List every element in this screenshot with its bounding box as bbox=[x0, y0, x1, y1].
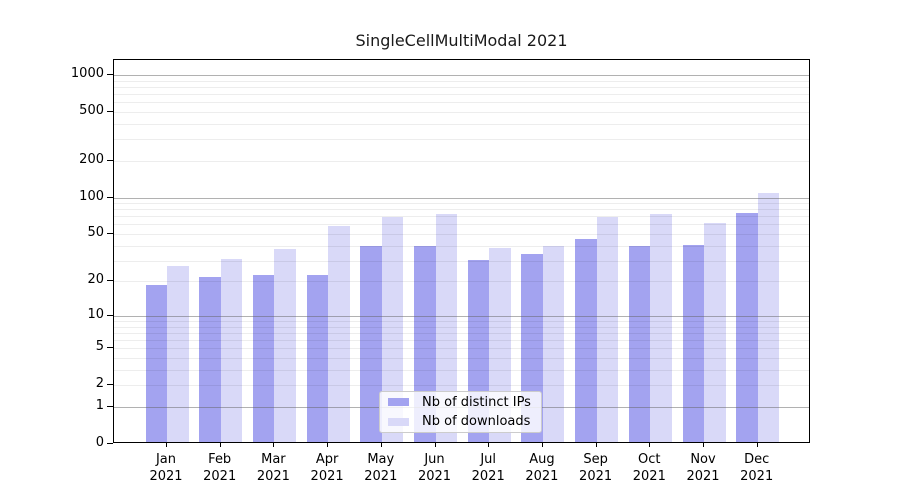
y-tick-mark-2 bbox=[107, 384, 113, 386]
legend: Nb of distinct IPs Nb of downloads bbox=[379, 391, 542, 433]
bar-ips-feb-2021 bbox=[199, 276, 221, 442]
bar-downloads-apr-2021 bbox=[328, 226, 350, 442]
y-tick-label-50: 50 bbox=[87, 225, 104, 240]
y-tick-label-10: 10 bbox=[87, 306, 104, 322]
bar-ips-sep-2021 bbox=[575, 238, 597, 442]
bar-downloads-mar-2021 bbox=[274, 249, 296, 442]
legend-label-downloads: Nb of downloads bbox=[422, 414, 531, 430]
x-tick-label-mar: Mar 2021 bbox=[256, 452, 290, 484]
x-tick-mark-may bbox=[380, 443, 382, 447]
y-tick-mark-0 bbox=[107, 443, 113, 444]
x-tick-label-may: May 2021 bbox=[364, 452, 398, 484]
chart-title: SingleCellMultiModal 2021 bbox=[355, 31, 568, 50]
legend-item-downloads: Nb of downloads bbox=[388, 414, 533, 431]
x-tick-label-dec: Dec 2021 bbox=[740, 452, 774, 484]
x-tick-label-feb: Feb 2021 bbox=[203, 452, 237, 484]
y-tick-mark-200 bbox=[107, 159, 113, 161]
y-tick-mark-100 bbox=[107, 196, 113, 198]
plot-area bbox=[113, 59, 810, 443]
bar-downloads-sep-2021 bbox=[596, 217, 619, 442]
bar-ips-nov-2021 bbox=[682, 244, 704, 442]
x-tick-label-apr: Apr 2021 bbox=[310, 452, 344, 484]
y-tick-label-1: 1 bbox=[95, 398, 104, 413]
legend-item-distinct-ips: Nb of distinct IPs bbox=[388, 394, 533, 411]
y-tick-mark-20 bbox=[107, 280, 113, 282]
legend-label-ips: Nb of distinct IPs bbox=[422, 394, 531, 410]
bar-downloads-oct-2021 bbox=[650, 213, 672, 442]
x-tick-label-sep: Sep 2021 bbox=[579, 452, 613, 484]
x-tick-mark-aug bbox=[541, 443, 543, 447]
bar-downloads-may-2021 bbox=[381, 217, 404, 442]
legend-swatch-downloads bbox=[388, 417, 409, 426]
x-tick-mark-nov bbox=[703, 443, 704, 447]
x-tick-mark-jan bbox=[166, 443, 167, 447]
bar-ips-apr-2021 bbox=[306, 274, 329, 442]
bar-downloads-nov-2021 bbox=[704, 223, 726, 442]
y-tick-mark-50 bbox=[107, 233, 113, 234]
y-tick-label-200: 200 bbox=[79, 151, 104, 167]
x-tick-mark-jul bbox=[488, 443, 490, 447]
y-tick-label-2: 2 bbox=[95, 376, 104, 392]
y-tick-label-5: 5 bbox=[95, 339, 104, 355]
bars-layer bbox=[114, 60, 809, 442]
bar-downloads-jan-2021 bbox=[167, 265, 189, 442]
legend-swatch-ips bbox=[388, 398, 409, 407]
bar-downloads-aug-2021 bbox=[542, 246, 565, 442]
x-tick-label-jan: Jan 2021 bbox=[149, 452, 183, 484]
bar-ips-may-2021 bbox=[360, 246, 382, 442]
y-tick-mark-1 bbox=[107, 406, 113, 407]
y-tick-mark-5 bbox=[107, 347, 113, 349]
y-tick-mark-1000 bbox=[107, 73, 113, 75]
bar-downloads-jun-2021 bbox=[435, 213, 457, 442]
bar-ips-oct-2021 bbox=[628, 246, 651, 442]
y-tick-label-1000: 1000 bbox=[70, 65, 104, 81]
x-tick-mark-mar bbox=[273, 443, 275, 447]
bar-downloads-dec-2021 bbox=[757, 193, 780, 442]
x-tick-mark-dec bbox=[756, 443, 758, 447]
x-tick-label-nov: Nov 2021 bbox=[686, 452, 720, 484]
x-tick-mark-jun bbox=[434, 443, 436, 447]
y-tick-mark-500 bbox=[107, 110, 113, 112]
x-tick-mark-feb bbox=[219, 443, 221, 447]
y-tick-label-20: 20 bbox=[87, 272, 104, 288]
bar-ips-mar-2021 bbox=[252, 274, 275, 442]
x-tick-mark-apr bbox=[327, 443, 329, 447]
y-tick-label-100: 100 bbox=[79, 188, 104, 204]
x-tick-label-aug: Aug 2021 bbox=[525, 452, 559, 484]
y-tick-mark-10 bbox=[107, 314, 113, 316]
bar-downloads-feb-2021 bbox=[220, 258, 243, 442]
y-tick-label-0: 0 bbox=[95, 435, 104, 450]
x-tick-label-jul: Jul 2021 bbox=[471, 452, 505, 484]
x-tick-label-jun: Jun 2021 bbox=[417, 452, 452, 484]
bar-ips-dec-2021 bbox=[736, 212, 758, 442]
x-tick-mark-oct bbox=[649, 443, 651, 447]
x-tick-mark-sep bbox=[595, 443, 597, 447]
y-tick-label-500: 500 bbox=[79, 102, 104, 118]
bar-ips-jan-2021 bbox=[145, 284, 167, 442]
x-tick-label-oct: Oct 2021 bbox=[632, 452, 666, 484]
